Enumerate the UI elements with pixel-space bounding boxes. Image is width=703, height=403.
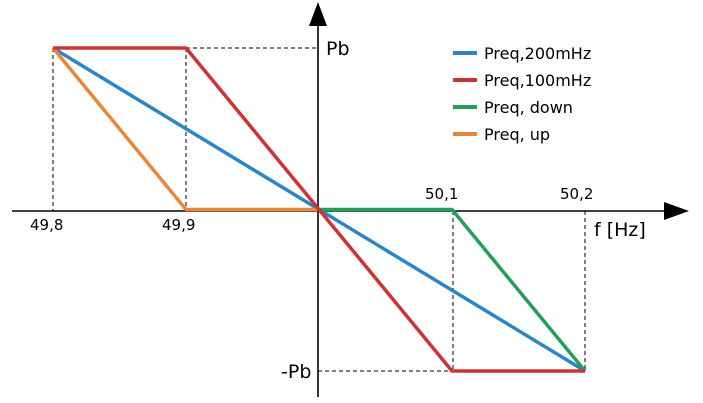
- y-label-positive: Pb: [326, 38, 350, 60]
- legend-label-preq-up: Preq, up: [484, 125, 550, 144]
- x-tick-label: 50,2: [560, 185, 593, 203]
- x-tick-label: 49,8: [30, 216, 63, 234]
- x-tick-label: 49,9: [162, 216, 195, 234]
- legend-label-preq-200mhz: Preq,200mHz: [484, 44, 591, 63]
- series-line-preq-down: [319, 207, 587, 373]
- series-line-preq-100mhz: [53, 46, 585, 373]
- series-layer: [51, 46, 587, 373]
- legend-label-preq-100mhz: Preq,100mHz: [484, 71, 591, 90]
- x-axis-label: f [Hz]: [594, 219, 646, 241]
- legend-label-preq-down: Preq, down: [484, 98, 573, 117]
- y-axis-arrow: [309, 2, 327, 26]
- x-tick-label: 50,1: [425, 185, 458, 203]
- legend: Preq,200mHz Preq,100mHz Preq, down Preq,…: [453, 44, 591, 144]
- y-label-negative: -Pb: [281, 361, 311, 383]
- labels: 49,8 49,9 50,1 50,2 f [Hz] Pb -Pb: [30, 38, 646, 383]
- x-axis-arrow: [664, 202, 689, 220]
- series-line-preq-up: [51, 46, 319, 212]
